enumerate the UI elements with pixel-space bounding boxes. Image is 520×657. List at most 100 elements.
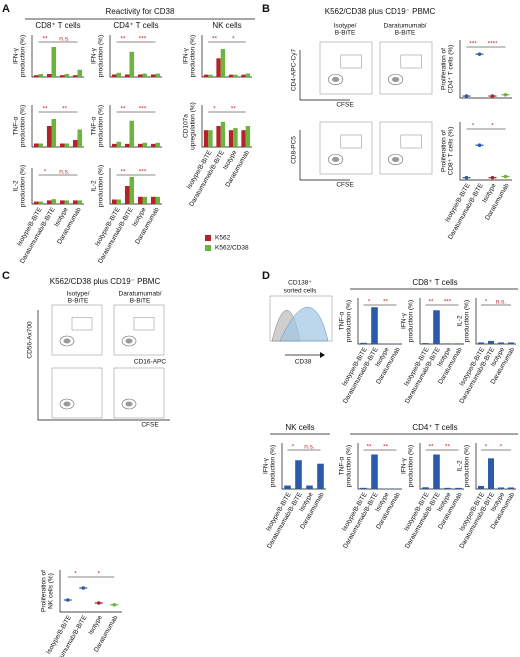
dot [464, 175, 469, 180]
y-label: production (%) [346, 300, 353, 342]
y-label: TNF-α [13, 116, 20, 135]
axis-label: CD8-PC5 [291, 136, 298, 164]
panel-title: Reactivity for CD38 [106, 7, 175, 16]
bar [72, 75, 78, 77]
sig-label: * [97, 571, 100, 578]
panel-label: C [2, 270, 10, 282]
axis-arrow [299, 50, 350, 101]
contour [391, 76, 400, 83]
sig-label: * [485, 299, 488, 306]
y-label: IFN-γ [401, 457, 408, 474]
y-label: IL-2 [457, 460, 464, 472]
dot [112, 603, 117, 607]
bar [455, 343, 462, 344]
bar [77, 129, 83, 147]
sig-label: ** [445, 444, 451, 451]
bar [64, 74, 70, 77]
bar [433, 310, 440, 344]
bar [150, 74, 156, 77]
bar [216, 126, 221, 147]
contour [125, 401, 133, 407]
y-label: IFN-γ [401, 312, 408, 329]
panel-label: A [2, 3, 10, 15]
bar [129, 51, 135, 77]
column-header: Daratumumab/ [119, 291, 162, 298]
bar [129, 120, 135, 147]
bar [46, 200, 52, 204]
contour [121, 398, 137, 410]
y-label: production (%) [408, 445, 415, 487]
bar [155, 142, 161, 147]
sig-label: ** [383, 299, 389, 306]
bar [72, 140, 78, 147]
column-header: Daratumumab/ [384, 23, 427, 30]
bar [137, 143, 143, 147]
sig-label: *** [139, 36, 147, 43]
group-title: CD4⁺ T cells [412, 423, 457, 432]
bar [371, 454, 378, 489]
gate [340, 134, 362, 149]
bar [245, 73, 251, 77]
dot [503, 92, 508, 97]
column-header: B-BiTE [335, 30, 356, 37]
bar [216, 58, 221, 77]
axis-label: CFSE [336, 182, 354, 189]
bar [233, 74, 238, 77]
bar [124, 143, 130, 147]
bar [295, 460, 302, 489]
sig-label: * [232, 36, 235, 43]
bar [77, 69, 83, 77]
y-label: TNF-α [91, 116, 98, 135]
bar [116, 141, 122, 147]
y-label: IL-2 [13, 180, 20, 192]
bar [51, 47, 57, 77]
bar [488, 340, 494, 344]
chart-title: CD8⁺ T cells [35, 21, 80, 30]
sig-label: * [292, 444, 295, 451]
bar [508, 487, 514, 489]
hist-title: sorted cells [284, 288, 318, 295]
y-label: Proliferation of [41, 570, 48, 612]
bar [38, 74, 44, 77]
bar [233, 128, 238, 147]
bar [241, 74, 246, 77]
bar [360, 342, 367, 344]
y-label: IL-2 [91, 180, 98, 192]
bar [444, 343, 451, 344]
flow-plot [319, 41, 373, 95]
chart-title: CD4⁺ T cells [113, 21, 158, 30]
y-label: IFN-γ [263, 457, 270, 474]
y-label: production (%) [346, 445, 353, 487]
flow-plot [113, 304, 165, 356]
y-label: IFN-γ [13, 47, 20, 64]
bar [228, 130, 234, 147]
contour [125, 338, 133, 344]
legend-swatch [205, 245, 211, 251]
bar [59, 143, 65, 147]
bar [220, 121, 226, 147]
sig-label: n.s. [59, 169, 70, 176]
axis-label: CFSE [141, 422, 159, 429]
sig-label: n.s. [59, 36, 70, 43]
sig-label: **** [487, 41, 498, 48]
sig-label: ** [231, 106, 237, 113]
sig-label: * [491, 123, 494, 130]
bar [360, 487, 367, 489]
bar [137, 74, 143, 77]
bar [155, 196, 161, 204]
dot [503, 174, 508, 179]
y-label: Proliferation of [441, 48, 448, 90]
bar [51, 199, 57, 204]
bar [46, 126, 52, 147]
bar [59, 75, 65, 77]
sig-label: ** [120, 106, 126, 113]
bar [488, 458, 494, 489]
y-label: production (%) [20, 105, 27, 147]
sig-label: ** [120, 169, 126, 176]
sig-label: * [485, 444, 488, 451]
bar [33, 201, 39, 204]
y-label: production (%) [98, 35, 105, 77]
contour [121, 335, 137, 347]
y-label: production (%) [464, 300, 471, 342]
group-title: NK cells [285, 423, 314, 432]
